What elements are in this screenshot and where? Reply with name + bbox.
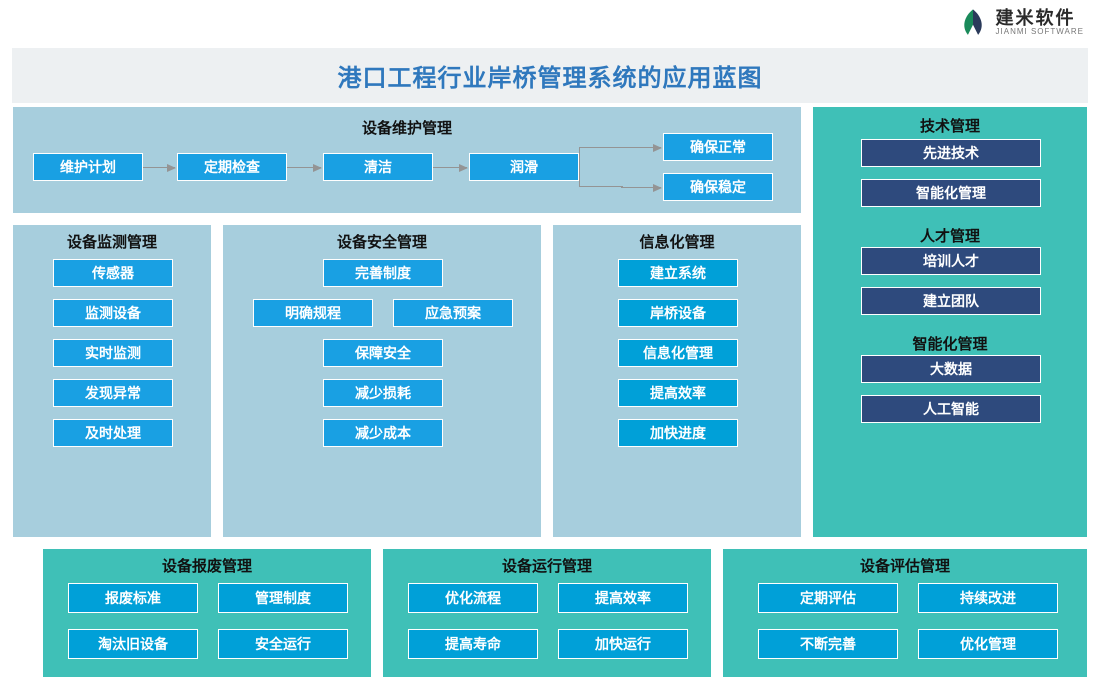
node-safety-1: 明确规程 xyxy=(253,299,373,327)
node-scrap-0: 报废标准 xyxy=(68,583,198,613)
node-maintenance-0: 维护计划 xyxy=(33,153,143,181)
node-information-4: 加快进度 xyxy=(618,419,738,447)
page-title: 港口工程行业岸桥管理系统的应用蓝图 xyxy=(12,48,1088,103)
panel-monitoring: 设备监测管理 传感器 监测设备 实时监测 发现异常 及时处理 xyxy=(12,224,212,538)
arrow-icon xyxy=(433,167,467,168)
node-information-3: 提高效率 xyxy=(618,379,738,407)
brand-logo: 建米软件 JIANMI SOFTWARE xyxy=(956,6,1084,40)
node-safety-0: 完善制度 xyxy=(323,259,443,287)
node-safety-5: 减少成本 xyxy=(323,419,443,447)
panel-monitoring-title: 设备监测管理 xyxy=(13,225,211,252)
node-operation-1: 提高效率 xyxy=(558,583,688,613)
node-monitoring-4: 及时处理 xyxy=(53,419,173,447)
panel-information: 信息化管理 建立系统 岸桥设备 信息化管理 提高效率 加快进度 xyxy=(552,224,802,538)
node-talent-1: 建立团队 xyxy=(861,287,1041,315)
node-information-2: 信息化管理 xyxy=(618,339,738,367)
panel-maintenance: 设备维护管理 维护计划 定期检查 清洁 润滑 确保正常 确保稳定 xyxy=(12,106,802,214)
node-monitoring-0: 传感器 xyxy=(53,259,173,287)
panel-safety: 设备安全管理 完善制度 明确规程 应急预案 保障安全 减少损耗 减少成本 xyxy=(222,224,542,538)
node-monitoring-3: 发现异常 xyxy=(53,379,173,407)
node-evaluation-3: 优化管理 xyxy=(918,629,1058,659)
diagram-wrap: 港口工程行业岸桥管理系统的应用蓝图 设备维护管理 维护计划 定期检查 清洁 润滑… xyxy=(12,48,1088,688)
section-tech-title: 技术管理 xyxy=(813,109,1087,136)
node-evaluation-0: 定期评估 xyxy=(758,583,898,613)
node-evaluation-2: 不断完善 xyxy=(758,629,898,659)
node-operation-3: 加快运行 xyxy=(558,629,688,659)
brand-name-en: JIANMI SOFTWARE xyxy=(996,28,1084,36)
section-talent-title: 人才管理 xyxy=(813,219,1087,246)
panel-safety-title: 设备安全管理 xyxy=(223,225,541,252)
node-tech-1: 智能化管理 xyxy=(861,179,1041,207)
node-talent-0: 培训人才 xyxy=(861,247,1041,275)
node-monitoring-2: 实时监测 xyxy=(53,339,173,367)
node-tech-0: 先进技术 xyxy=(861,139,1041,167)
panel-scrap-title: 设备报废管理 xyxy=(43,549,371,576)
node-operation-2: 提高寿命 xyxy=(408,629,538,659)
node-scrap-2: 淘汰旧设备 xyxy=(68,629,198,659)
node-safety-4: 减少损耗 xyxy=(323,379,443,407)
panel-scrap: 设备报废管理 报废标准 管理制度 淘汰旧设备 安全运行 xyxy=(42,548,372,678)
panel-operation: 设备运行管理 优化流程 提高效率 提高寿命 加快运行 xyxy=(382,548,712,678)
panel-information-title: 信息化管理 xyxy=(553,225,801,252)
brand-name-cn: 建米软件 xyxy=(996,9,1084,28)
section-intel-title: 智能化管理 xyxy=(813,327,1087,354)
node-intel-1: 人工智能 xyxy=(861,395,1041,423)
panel-evaluation-title: 设备评估管理 xyxy=(723,549,1087,576)
node-maintenance-1: 定期检查 xyxy=(177,153,287,181)
arrow-icon xyxy=(621,187,661,188)
node-maintenance-3: 润滑 xyxy=(469,153,579,181)
node-maintenance-2: 清洁 xyxy=(323,153,433,181)
node-maintenance-5: 确保稳定 xyxy=(663,173,773,201)
node-operation-0: 优化流程 xyxy=(408,583,538,613)
node-scrap-1: 管理制度 xyxy=(218,583,348,613)
node-intel-0: 大数据 xyxy=(861,355,1041,383)
panel-right-sidebar: 技术管理 先进技术 智能化管理 人才管理 培训人才 建立团队 智能化管理 大数据… xyxy=(812,106,1088,538)
node-safety-3: 保障安全 xyxy=(323,339,443,367)
node-scrap-3: 安全运行 xyxy=(218,629,348,659)
arrow-icon xyxy=(579,147,623,167)
logo-icon xyxy=(956,6,990,40)
arrow-icon xyxy=(621,147,661,148)
node-maintenance-4: 确保正常 xyxy=(663,133,773,161)
panel-operation-title: 设备运行管理 xyxy=(383,549,711,576)
arrow-icon xyxy=(143,167,175,168)
panel-evaluation: 设备评估管理 定期评估 持续改进 不断完善 优化管理 xyxy=(722,548,1088,678)
node-information-0: 建立系统 xyxy=(618,259,738,287)
arrow-icon xyxy=(287,167,321,168)
arrow-icon xyxy=(579,167,623,187)
node-safety-2: 应急预案 xyxy=(393,299,513,327)
node-information-1: 岸桥设备 xyxy=(618,299,738,327)
node-evaluation-1: 持续改进 xyxy=(918,583,1058,613)
node-monitoring-1: 监测设备 xyxy=(53,299,173,327)
